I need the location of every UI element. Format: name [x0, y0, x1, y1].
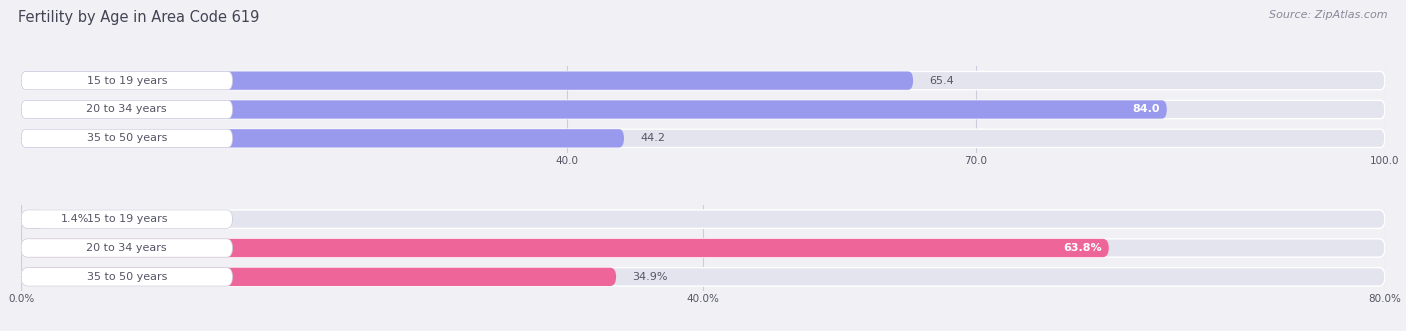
FancyBboxPatch shape: [21, 100, 232, 118]
Text: Fertility by Age in Area Code 619: Fertility by Age in Area Code 619: [18, 10, 260, 25]
FancyBboxPatch shape: [21, 71, 1385, 90]
Text: Source: ZipAtlas.com: Source: ZipAtlas.com: [1270, 10, 1388, 20]
FancyBboxPatch shape: [21, 129, 1385, 148]
Text: 1.4%: 1.4%: [62, 214, 90, 224]
Text: 15 to 19 years: 15 to 19 years: [87, 75, 167, 86]
FancyBboxPatch shape: [21, 100, 1167, 118]
Text: 63.8%: 63.8%: [1063, 243, 1102, 253]
FancyBboxPatch shape: [21, 268, 232, 286]
FancyBboxPatch shape: [21, 210, 232, 228]
Text: 15 to 19 years: 15 to 19 years: [87, 214, 167, 224]
FancyBboxPatch shape: [21, 100, 1385, 118]
FancyBboxPatch shape: [21, 210, 45, 228]
FancyBboxPatch shape: [21, 268, 616, 286]
Text: 35 to 50 years: 35 to 50 years: [87, 133, 167, 143]
FancyBboxPatch shape: [21, 210, 1385, 228]
FancyBboxPatch shape: [21, 239, 1109, 257]
FancyBboxPatch shape: [21, 239, 232, 257]
FancyBboxPatch shape: [21, 239, 1385, 257]
Text: 44.2: 44.2: [640, 133, 665, 143]
Text: 84.0: 84.0: [1132, 105, 1160, 115]
FancyBboxPatch shape: [21, 129, 232, 148]
Text: 34.9%: 34.9%: [633, 272, 668, 282]
Text: 35 to 50 years: 35 to 50 years: [87, 272, 167, 282]
FancyBboxPatch shape: [21, 129, 624, 148]
Text: 20 to 34 years: 20 to 34 years: [87, 105, 167, 115]
FancyBboxPatch shape: [21, 71, 912, 90]
Text: 20 to 34 years: 20 to 34 years: [87, 243, 167, 253]
FancyBboxPatch shape: [21, 268, 1385, 286]
FancyBboxPatch shape: [21, 71, 232, 90]
Text: 65.4: 65.4: [929, 75, 955, 86]
